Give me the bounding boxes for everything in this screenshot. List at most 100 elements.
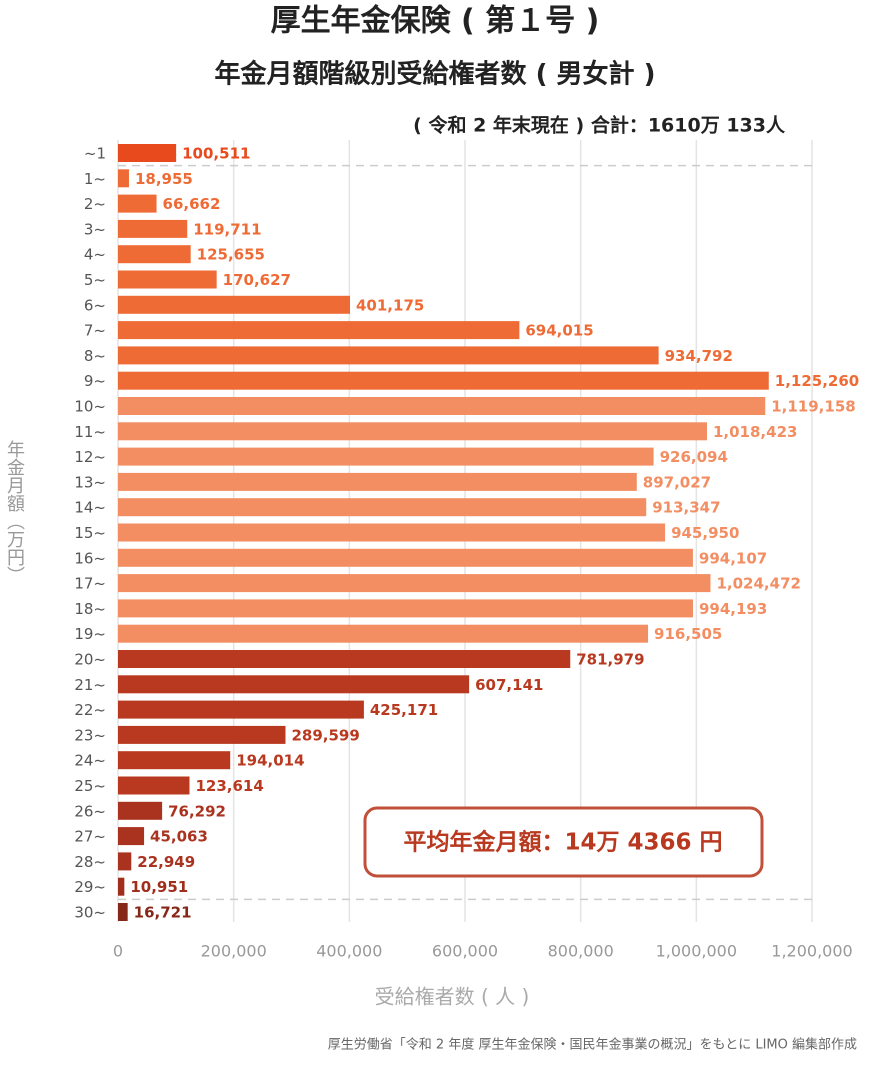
y-tick-label: 11~ [74, 423, 106, 441]
bar [118, 650, 571, 668]
bar [118, 422, 707, 441]
y-tick-label: 29~ [74, 878, 106, 896]
x-tick-label: 200,000 [201, 942, 267, 961]
bar [118, 548, 693, 567]
value-label: 123,614 [195, 777, 263, 795]
y-tick-label: 27~ [74, 828, 106, 846]
x-tick-label: 600,000 [432, 942, 498, 961]
value-label: 170,627 [223, 271, 291, 289]
y-tick-label: 14~ [74, 499, 106, 517]
value-label: 607,141 [475, 676, 543, 694]
value-label: 1,024,472 [716, 575, 800, 593]
x-tick-label: 800,000 [548, 942, 614, 961]
value-label: 1,018,423 [713, 423, 797, 441]
y-tick-label: 20~ [74, 651, 106, 669]
annotation: 平均年金月額：14万 4366 円 [403, 829, 722, 856]
value-label: 289,599 [291, 726, 359, 744]
bar [118, 574, 711, 593]
bar [118, 472, 637, 491]
y-tick-label: 16~ [74, 549, 106, 567]
value-label: 694,015 [525, 322, 593, 340]
x-tick-label: 0 [113, 942, 123, 961]
y-tick-label: 6~ [84, 296, 106, 314]
chart-title: 厚生年金保険 ( 第１号 ) [271, 4, 600, 39]
bar [118, 371, 769, 390]
value-label: 994,107 [699, 549, 767, 567]
value-label: 22,949 [137, 853, 195, 871]
bar [118, 169, 129, 188]
y-tick-label: 10~ [74, 398, 106, 416]
bar [118, 903, 128, 921]
value-label: 18,955 [135, 170, 193, 188]
bar [118, 219, 188, 238]
y-tick-label: 4~ [84, 246, 106, 264]
y-tick-label: 9~ [84, 372, 106, 390]
bar [118, 144, 177, 162]
annotation-box [363, 806, 764, 878]
value-label: 425,171 [370, 701, 438, 719]
x-tick-label: 1,200,000 [771, 942, 852, 961]
value-label: 119,711 [193, 220, 261, 238]
bar [118, 852, 132, 871]
y-tick-label: 26~ [74, 802, 106, 820]
source-note: 厚生労働省「令和 2 年度 厚生年金保険・国民年金事業の概況」をもとに LIMO… [328, 1037, 857, 1053]
bar [118, 295, 351, 314]
bar [118, 321, 520, 340]
bar [118, 270, 217, 289]
value-label: 897,027 [643, 473, 711, 491]
value-label: 994,193 [699, 600, 767, 618]
y-axis-label: 年金月額（万円） [4, 440, 25, 584]
value-label: 1,119,158 [771, 398, 855, 416]
bar [118, 346, 659, 365]
bar [118, 599, 693, 618]
value-label: 66,662 [163, 195, 221, 213]
bar [118, 245, 191, 264]
y-tick-label: ~1 [84, 145, 106, 163]
bar [118, 776, 190, 795]
chart-subtitle: 年金月額階級別受給権者数 ( 男女計 ) [215, 59, 656, 90]
y-tick-label: 7~ [84, 322, 106, 340]
x-tick-label: 1,000,000 [656, 942, 737, 961]
chart-note: ( 令和 2 年末現在 ) 合計：1610万 133人 [413, 114, 786, 137]
y-tick-label: 2~ [84, 195, 106, 213]
value-label: 401,175 [356, 296, 424, 314]
bar [118, 801, 163, 820]
y-tick-label: 15~ [74, 524, 106, 542]
value-label: 926,094 [660, 448, 728, 466]
y-tick-label: 18~ [74, 600, 106, 618]
value-label: 125,655 [197, 246, 265, 264]
bar [118, 751, 231, 770]
y-tick-label: 12~ [74, 448, 106, 466]
bar [118, 397, 766, 415]
y-tick-label: 25~ [74, 777, 106, 795]
value-label: 194,014 [236, 752, 304, 770]
value-label: 100,511 [182, 145, 250, 163]
y-tick-label: 30~ [74, 904, 106, 922]
bar [118, 523, 666, 542]
bar [118, 827, 145, 846]
value-label: 945,950 [671, 524, 739, 542]
bar [118, 624, 649, 643]
y-tick-label: 3~ [84, 220, 106, 238]
bar [118, 498, 647, 517]
y-tick-label: 1~ [84, 170, 106, 188]
y-tick-label: 22~ [74, 701, 106, 719]
y-tick-label: 19~ [74, 625, 106, 643]
value-label: 10,951 [130, 878, 188, 896]
y-tick-label: 8~ [84, 347, 106, 365]
value-label: 16,721 [134, 904, 192, 922]
bar [118, 675, 470, 694]
bar [118, 194, 157, 213]
value-label: 45,063 [150, 828, 208, 846]
bar [118, 725, 286, 744]
value-label: 781,979 [576, 651, 644, 669]
y-tick-label: 13~ [74, 473, 106, 491]
y-tick-label: 24~ [74, 752, 106, 770]
value-label: 916,505 [654, 625, 722, 643]
y-tick-label: 17~ [74, 575, 106, 593]
y-tick-label: 23~ [74, 726, 106, 744]
y-tick-label: 28~ [74, 853, 106, 871]
bar [118, 700, 364, 719]
